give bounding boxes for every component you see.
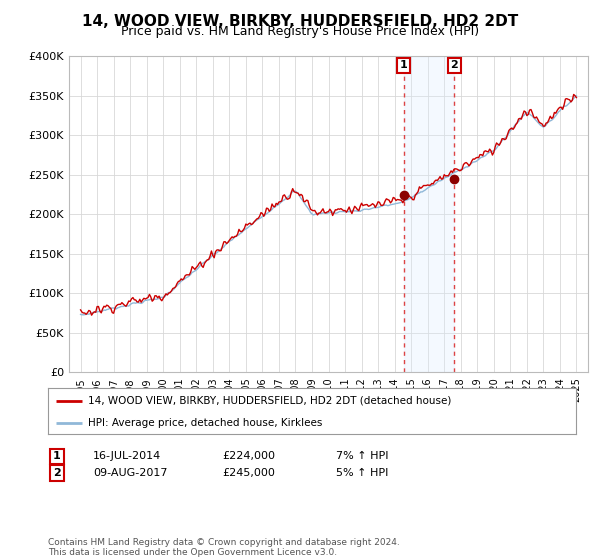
Text: 2: 2: [53, 468, 61, 478]
Text: 16-JUL-2014: 16-JUL-2014: [93, 451, 161, 461]
Text: 14, WOOD VIEW, BIRKBY, HUDDERSFIELD, HD2 2DT (detached house): 14, WOOD VIEW, BIRKBY, HUDDERSFIELD, HD2…: [88, 396, 451, 406]
Text: £224,000: £224,000: [222, 451, 275, 461]
Bar: [404, 56, 454, 372]
Text: 7% ↑ HPI: 7% ↑ HPI: [336, 451, 389, 461]
Text: 1: 1: [400, 60, 407, 71]
Text: HPI: Average price, detached house, Kirklees: HPI: Average price, detached house, Kirk…: [88, 418, 322, 428]
Text: Contains HM Land Registry data © Crown copyright and database right 2024.
This d: Contains HM Land Registry data © Crown c…: [48, 538, 400, 557]
Text: £245,000: £245,000: [222, 468, 275, 478]
Text: 09-AUG-2017: 09-AUG-2017: [93, 468, 167, 478]
Text: Price paid vs. HM Land Registry's House Price Index (HPI): Price paid vs. HM Land Registry's House …: [121, 25, 479, 38]
Text: 5% ↑ HPI: 5% ↑ HPI: [336, 468, 388, 478]
Text: 1: 1: [53, 451, 61, 461]
Text: 2: 2: [451, 60, 458, 71]
Text: 14, WOOD VIEW, BIRKBY, HUDDERSFIELD, HD2 2DT: 14, WOOD VIEW, BIRKBY, HUDDERSFIELD, HD2…: [82, 14, 518, 29]
